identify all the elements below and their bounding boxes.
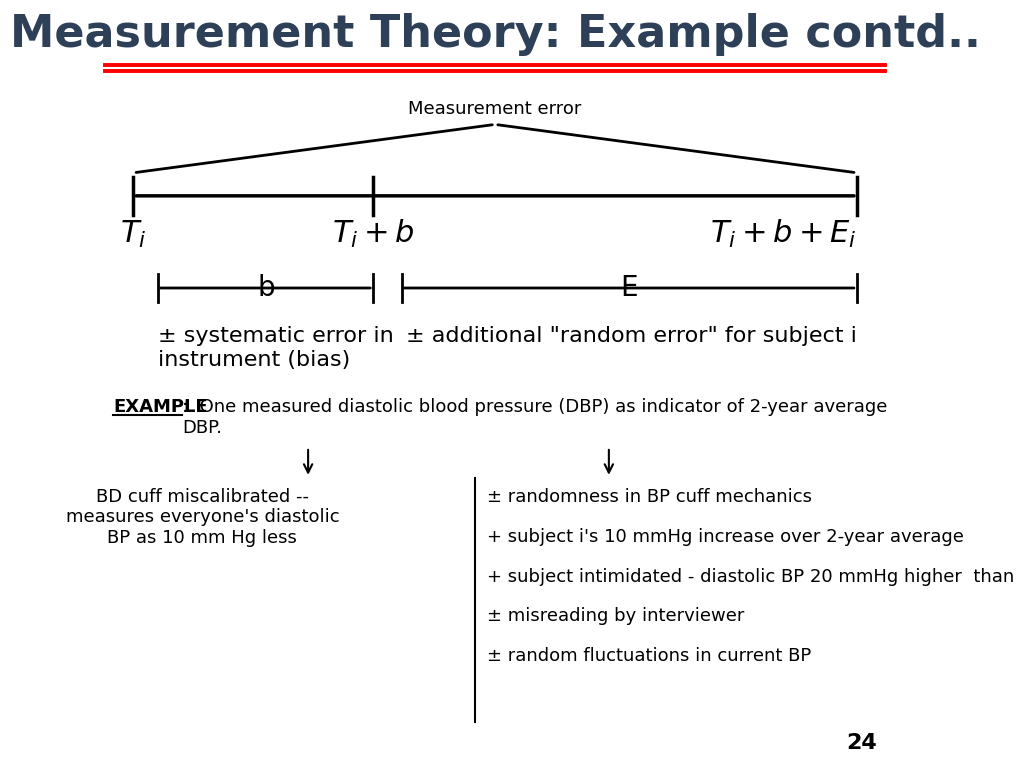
Text: ± randomness in BP cuff mechanics: ± randomness in BP cuff mechanics xyxy=(487,488,812,505)
Text: :  One measured diastolic blood pressure (DBP) as indicator of 2-year average
DB: : One measured diastolic blood pressure … xyxy=(182,398,888,437)
Text: ± systematic error in
instrument (bias): ± systematic error in instrument (bias) xyxy=(158,326,393,369)
Text: + subject intimidated - diastolic BP 20 mmHg higher  than: + subject intimidated - diastolic BP 20 … xyxy=(487,568,1014,585)
Text: E: E xyxy=(621,274,638,302)
Text: ± additional "random error" for subject i: ± additional "random error" for subject … xyxy=(406,326,856,346)
Text: ± misreading by interviewer: ± misreading by interviewer xyxy=(487,607,744,625)
Text: EXAMPLE: EXAMPLE xyxy=(113,398,208,415)
Text: + subject i's 10 mmHg increase over 2-year average: + subject i's 10 mmHg increase over 2-ye… xyxy=(487,528,964,545)
Text: Measurement error: Measurement error xyxy=(409,100,582,118)
Text: $T_i + b + E_i$: $T_i + b + E_i$ xyxy=(711,218,857,250)
Text: Measurement Theory: Example contd..: Measurement Theory: Example contd.. xyxy=(9,13,981,56)
Text: BD cuff miscalibrated --
measures everyone's diastolic
BP as 10 mm Hg less: BD cuff miscalibrated -- measures everyo… xyxy=(66,488,339,548)
Text: $T_i + b$: $T_i + b$ xyxy=(332,218,415,250)
Text: 24: 24 xyxy=(847,733,878,753)
Text: b: b xyxy=(257,274,274,302)
Text: ± random fluctuations in current BP: ± random fluctuations in current BP xyxy=(487,647,811,665)
Text: $T_i$: $T_i$ xyxy=(120,219,146,250)
